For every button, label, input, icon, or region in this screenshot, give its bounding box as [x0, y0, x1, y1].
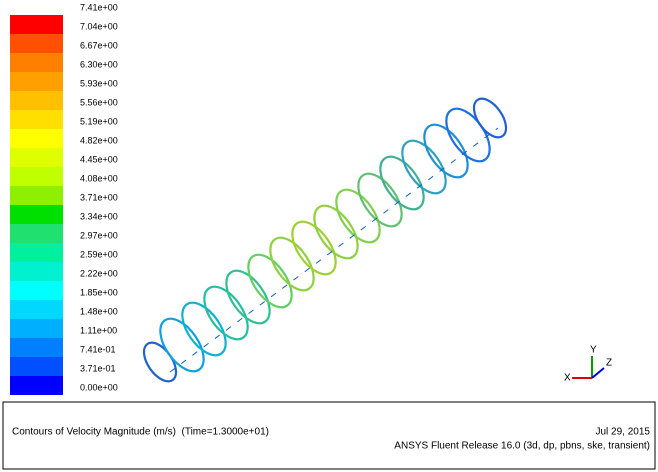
colorbar-band: [10, 262, 63, 281]
coil-ring: [225, 269, 271, 325]
colorbar-label: 2.22e+00: [80, 268, 118, 278]
colorbar-label: 7.41e-01: [80, 344, 116, 354]
colorbar-band: [10, 376, 63, 395]
colorbar-label: 0.00e+00: [80, 382, 118, 392]
colorbar-label: 4.82e+00: [80, 135, 118, 145]
coil-geometry: [142, 97, 508, 383]
coil-ring: [203, 285, 249, 341]
colorbar-band: [10, 72, 63, 91]
triad-z-label: Z: [606, 358, 612, 369]
colorbar-band: [10, 110, 63, 129]
coil-ring: [335, 188, 381, 244]
coil-core: [169, 127, 499, 373]
colorbar-label: 3.34e+00: [80, 211, 118, 221]
triad-z-axis: [591, 367, 605, 379]
colorbar: 7.41e+00 7.04e+00 6.67e+00 6.30e+00 5.93e+00…: [10, 2, 118, 395]
colorbar-label: 2.97e+00: [80, 230, 118, 240]
coil-ring: [247, 253, 293, 309]
coil-ring: [291, 220, 337, 276]
colorbar-band: [10, 148, 63, 167]
colorbar-label: 7.04e+00: [80, 21, 118, 31]
triad-y-label: Y: [590, 345, 597, 356]
axis-triad: Y X Z: [564, 345, 612, 384]
coil-ring: [269, 236, 315, 292]
colorbar-label: 2.59e+00: [80, 249, 118, 259]
colorbar-label: 6.67e+00: [80, 40, 118, 50]
colorbar-band: [10, 186, 63, 205]
coil-ring: [159, 317, 205, 373]
colorbar-label: 4.45e+00: [80, 154, 118, 164]
coil-ring: [313, 204, 359, 260]
colorbar-band: [10, 338, 63, 357]
footer-date: Jul 29, 2015: [596, 427, 651, 438]
footer-title: Contours of Velocity Magnitude (m/s) (Ti…: [12, 427, 269, 438]
coil-ring: [181, 301, 227, 357]
colorbar-label: 4.08e+00: [80, 173, 118, 183]
colorbar-label: 1.11e+00: [80, 325, 117, 335]
colorbar-band: [10, 319, 63, 338]
colorbar-label: 1.48e+00: [80, 306, 118, 316]
colorbar-label: 3.71e-01: [80, 363, 116, 373]
coil-ring: [379, 155, 425, 211]
colorbar-label: 1.85e+00: [80, 287, 118, 297]
colorbar-band: [10, 281, 63, 300]
colorbar-label: 5.56e+00: [80, 97, 118, 107]
triad-x-label: X: [564, 373, 571, 384]
colorbar-band: [10, 34, 63, 53]
colorbar-band: [10, 129, 63, 148]
colorbar-band: [10, 224, 63, 243]
colorbar-label: 5.19e+00: [80, 116, 118, 126]
coil-ring: [423, 123, 469, 179]
footer-box: [2, 401, 656, 470]
colorbar-band: [10, 91, 63, 110]
coil-ring: [401, 139, 447, 195]
colorbar-band: [10, 300, 63, 319]
colorbar-label: 5.93e+00: [80, 78, 118, 88]
colorbar-band: [10, 53, 63, 72]
colorbar-band: [10, 167, 63, 186]
colorbar-band: [10, 357, 63, 376]
colorbar-label: 6.30e+00: [80, 59, 118, 69]
colorbar-label: 3.71e+00: [80, 192, 118, 202]
footer-release: ANSYS Fluent Release 16.0 (3d, dp, pbns,…: [394, 441, 650, 452]
coil-ring: [472, 97, 508, 139]
colorbar-band: [10, 205, 63, 224]
colorbar-label: 7.41e+00: [80, 2, 118, 12]
colorbar-band: [10, 15, 63, 34]
colorbar-band: [10, 243, 63, 262]
coil-ring: [357, 172, 403, 228]
